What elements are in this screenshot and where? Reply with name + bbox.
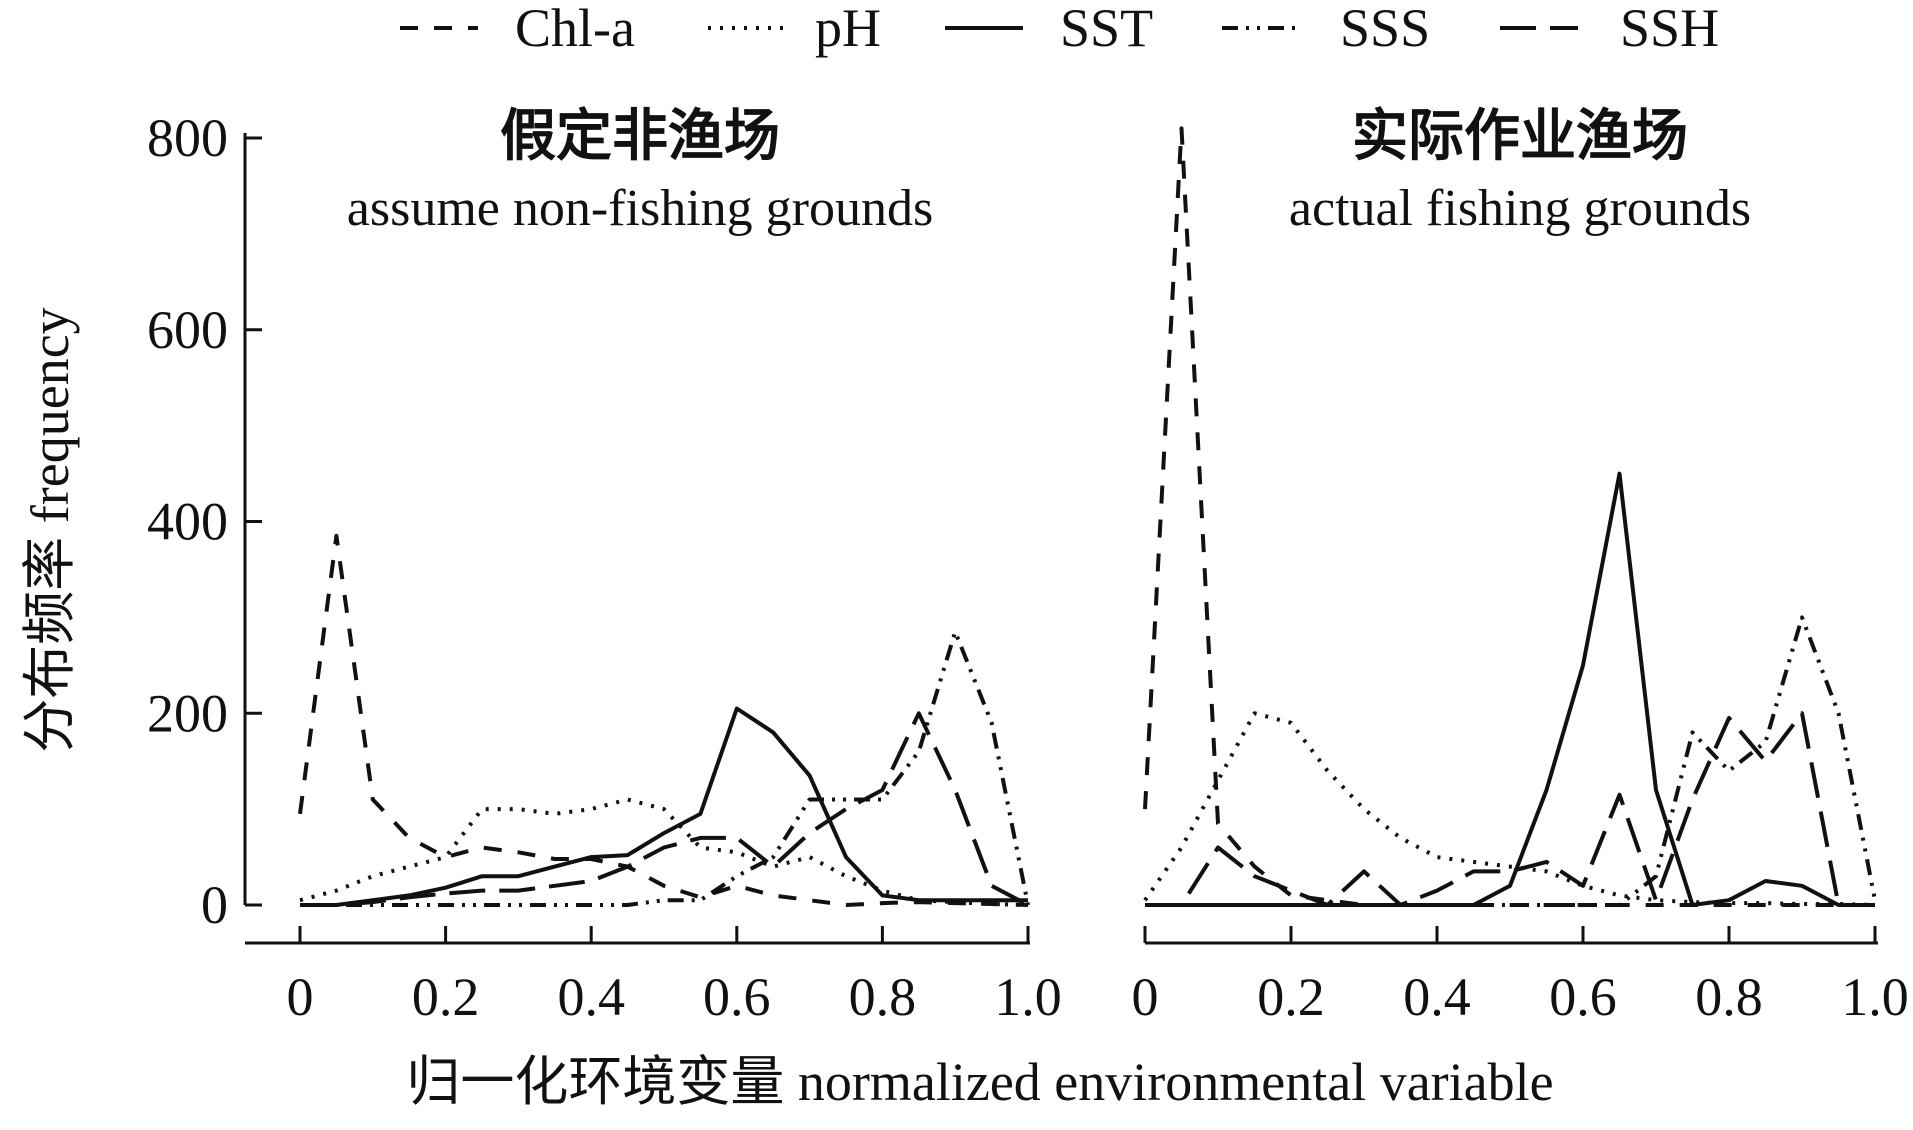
- panel-title-cn: 实际作业渔场: [1352, 104, 1688, 169]
- x-tick-label: 0.6: [1549, 967, 1617, 1027]
- series-line-chl-a: [1143, 126, 1875, 907]
- legend-label-chl-a: Chl-a: [515, 0, 635, 58]
- series-line-sst: [300, 706, 1028, 907]
- y-tick-label: 800: [147, 108, 228, 168]
- panel-title-en: assume non-fishing grounds: [347, 180, 933, 237]
- x-tick-label: 0.8: [1695, 967, 1763, 1027]
- x-tick-label: 0.8: [849, 967, 917, 1027]
- series-line-chl-a: [298, 533, 1029, 907]
- y-tick-label: 200: [147, 683, 228, 743]
- series-line-ssh: [300, 711, 1029, 907]
- x-tick-label: 0.4: [1403, 967, 1471, 1027]
- x-tick-label: 1.0: [1841, 967, 1909, 1027]
- x-tick-label: 0.2: [1257, 967, 1325, 1027]
- legend: Chl-a pH SST SSS SSH: [400, 0, 1719, 58]
- y-tick-label: 600: [147, 300, 228, 360]
- series-line-ph: [1143, 711, 1876, 907]
- y-tick-label: 0: [201, 875, 228, 935]
- panel-actual-fishing: 实际作业渔场 actual fishing grounds 0 0.2 0.4 0.6…: [1132, 104, 1909, 1027]
- legend-label-ssh: SSH: [1620, 0, 1719, 58]
- series-group: [1143, 126, 1877, 907]
- x-axis-ticks: 0 0.2 0.4 0.6 0.8 1.0: [1132, 926, 1909, 1027]
- x-tick-label: 0: [1132, 967, 1159, 1027]
- x-tick-label: 0: [287, 967, 314, 1027]
- series-line-ssh: [1145, 711, 1875, 907]
- series-group: [298, 533, 1030, 907]
- panel-title-cn: 假定非渔场: [500, 104, 780, 169]
- x-tick-label: 0.2: [412, 967, 480, 1027]
- legend-label-sss: SSS: [1340, 0, 1430, 58]
- x-axis-label: 归一化环境变量 normalized environmental variabl…: [406, 1052, 1553, 1112]
- y-tick-label: 400: [147, 492, 228, 552]
- legend-label-ph: pH: [815, 0, 881, 58]
- y-axis-ticks: 0 200 400 600 800: [147, 108, 262, 935]
- series-line-sst: [1145, 471, 1875, 907]
- series-line-ph: [299, 797, 1029, 907]
- x-tick-label: 1.0: [994, 967, 1062, 1027]
- legend-label-sst: SST: [1060, 0, 1153, 58]
- y-axis-label: 分布频率 frequency: [20, 307, 80, 752]
- panel-title-en: actual fishing grounds: [1289, 180, 1751, 237]
- x-tick-label: 0.6: [703, 967, 771, 1027]
- series-line-sss: [1145, 615, 1877, 907]
- x-tick-label: 0.4: [557, 967, 625, 1027]
- series-line-sss: [300, 629, 1030, 907]
- panel-non-fishing: 假定非渔场 assume non-fishing grounds 0 0.2 0.4…: [245, 104, 1062, 1027]
- x-axis-ticks: 0 0.2 0.4 0.6 0.8 1.0: [287, 926, 1062, 1027]
